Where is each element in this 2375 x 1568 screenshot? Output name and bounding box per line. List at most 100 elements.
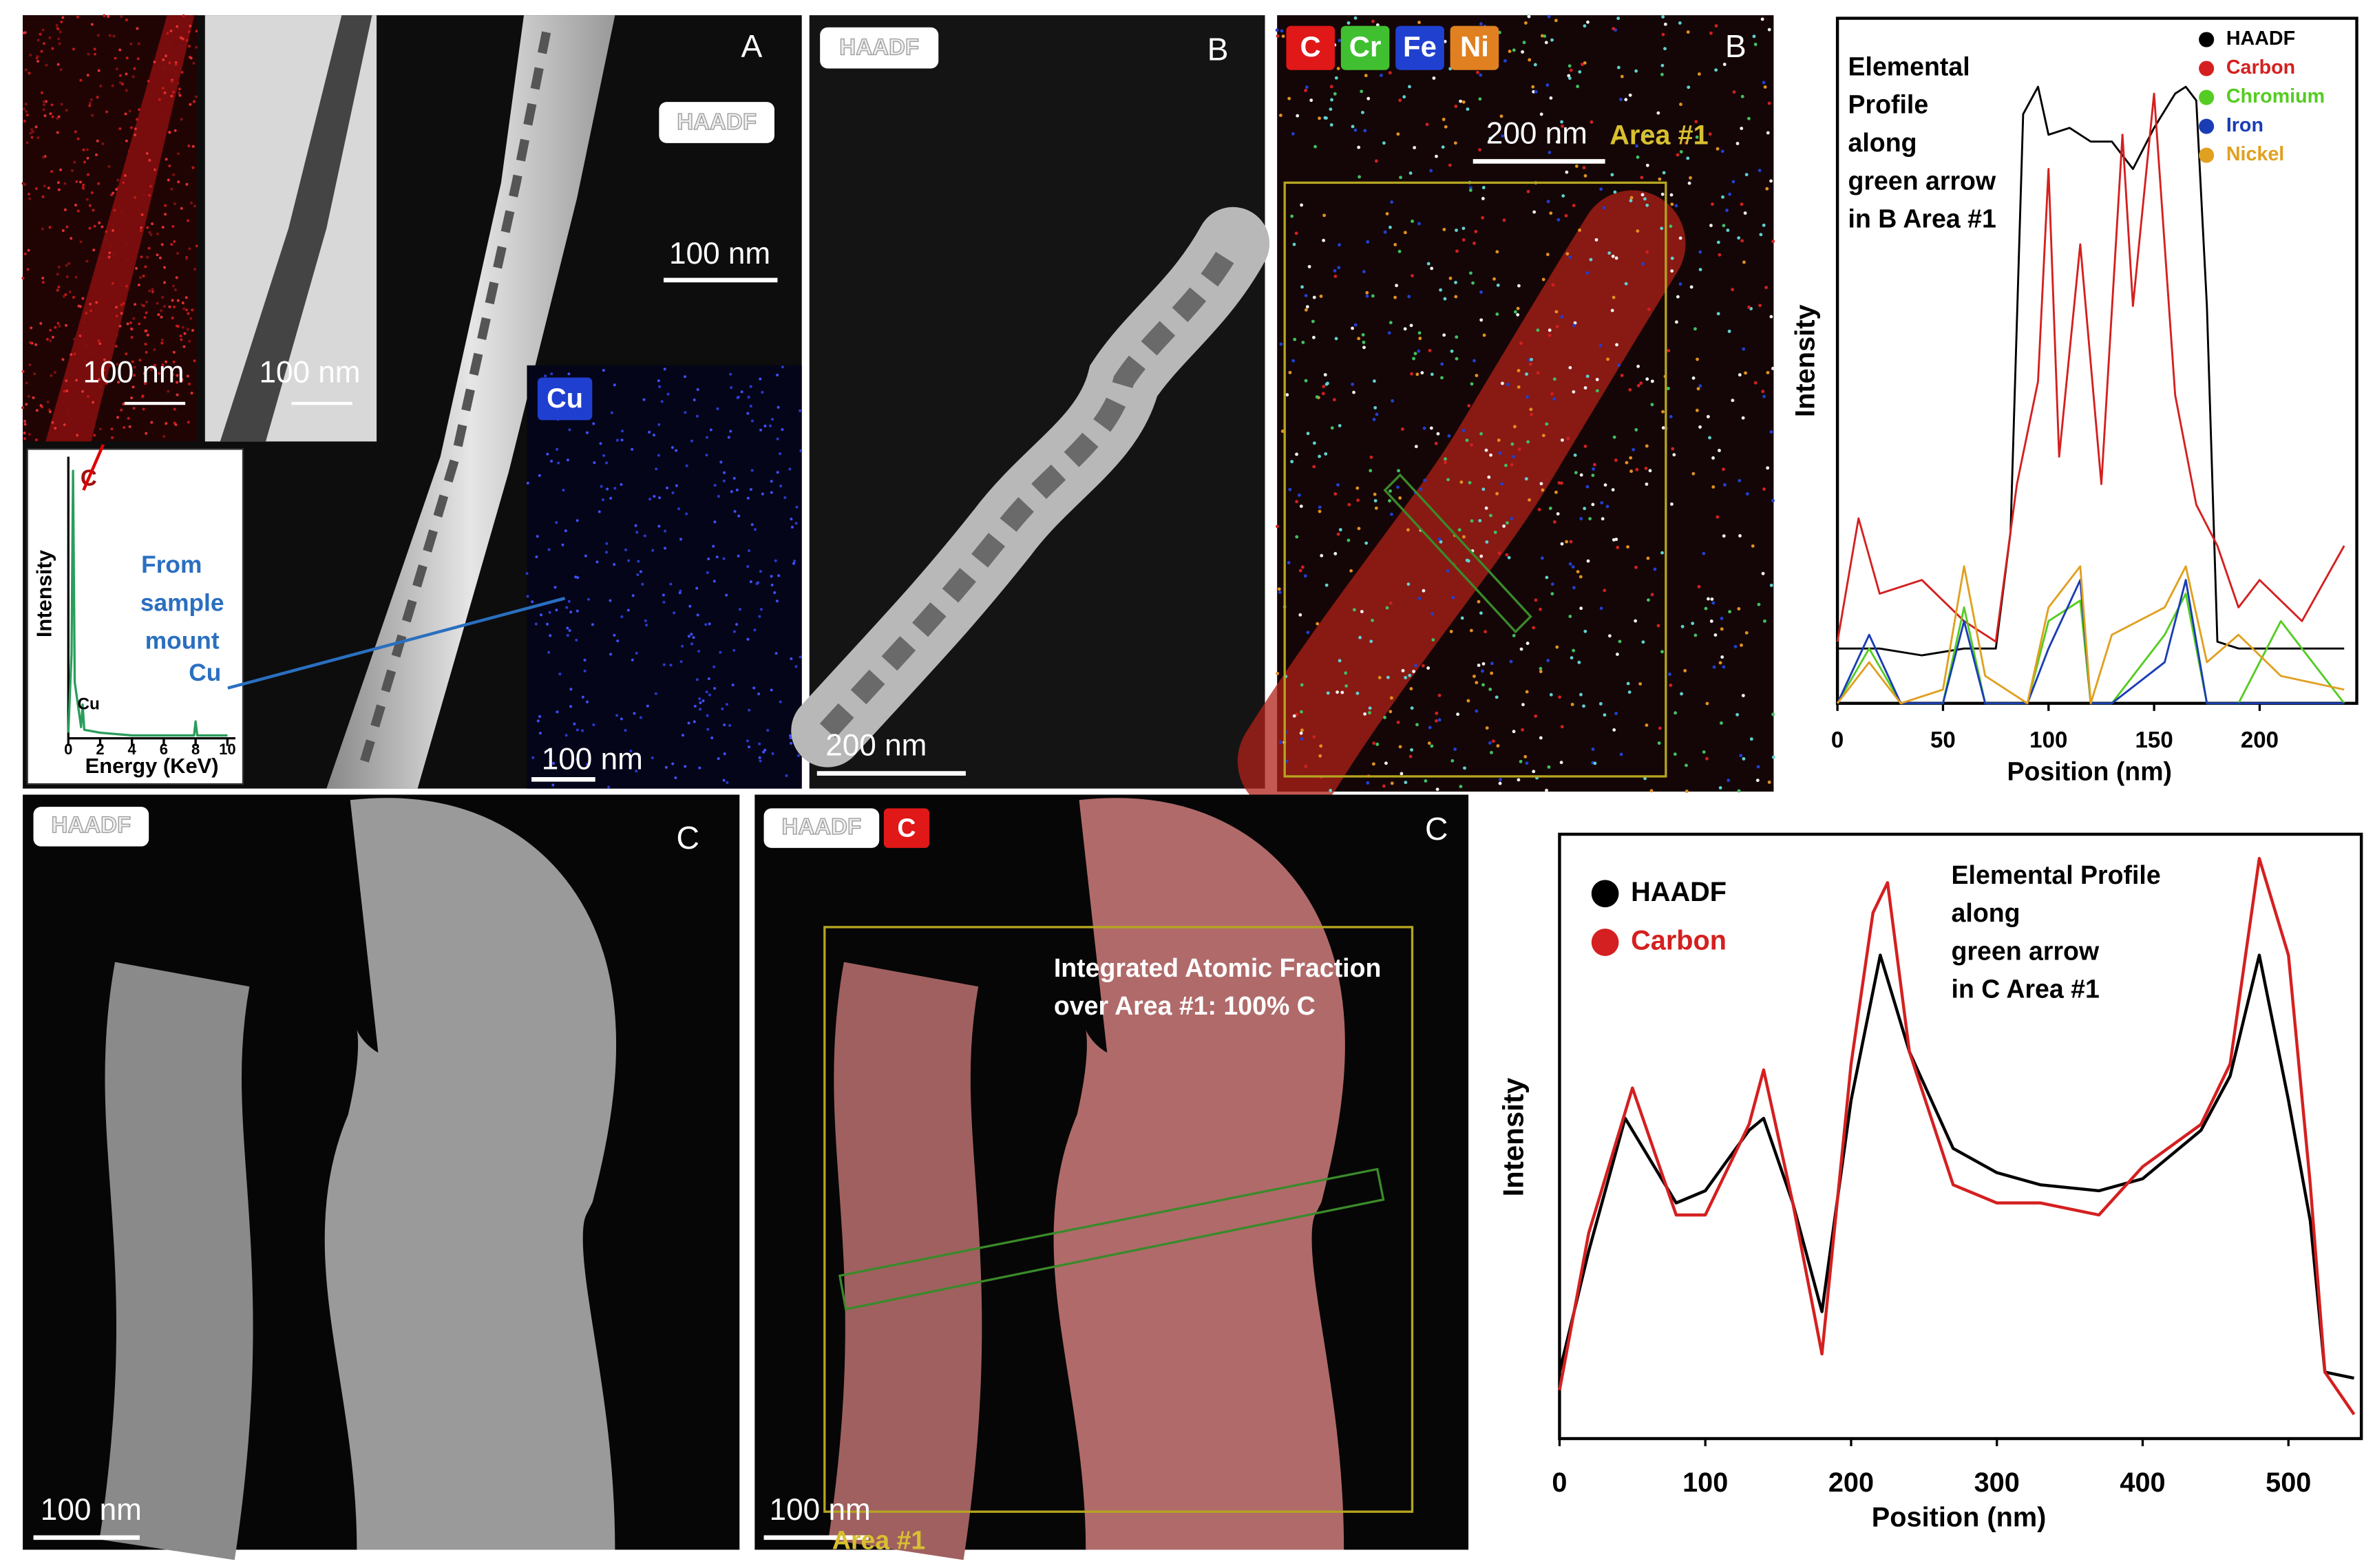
speckle xyxy=(770,688,773,692)
series-line xyxy=(1837,85,2345,657)
speckle xyxy=(1288,487,1292,491)
speckle xyxy=(1411,220,1415,223)
speckle xyxy=(635,651,638,655)
speckle xyxy=(1536,328,1540,332)
speckle xyxy=(1291,359,1296,363)
speckle xyxy=(1658,726,1662,730)
speckle xyxy=(1757,602,1761,606)
legend-label: HAADF xyxy=(2226,28,2295,50)
speckle xyxy=(1385,606,1389,610)
speckle xyxy=(1415,372,1419,377)
speckle xyxy=(1362,346,1366,350)
speckle xyxy=(1456,712,1460,717)
speckle xyxy=(1767,780,1771,784)
haadf-label: HAADF xyxy=(677,109,757,135)
speckle xyxy=(1352,390,1355,394)
speckle xyxy=(180,71,184,74)
speckle xyxy=(119,284,123,287)
speckle xyxy=(1418,337,1422,341)
speckle xyxy=(1437,537,1442,541)
speckle xyxy=(706,728,710,731)
x-tick-label: 6 xyxy=(160,741,168,758)
speckle xyxy=(662,600,666,604)
speckle xyxy=(1383,230,1387,234)
speckle xyxy=(143,372,147,375)
speckle xyxy=(629,750,633,753)
speckle xyxy=(655,467,658,471)
speckle xyxy=(1762,81,1766,85)
speckle xyxy=(1468,186,1472,190)
speckle xyxy=(122,402,125,405)
x-tick-label: 50 xyxy=(1930,728,1956,753)
speckle xyxy=(674,776,677,779)
speckle xyxy=(738,608,741,611)
speckle xyxy=(1695,408,1699,412)
speckle xyxy=(131,75,135,78)
speckle xyxy=(137,42,140,45)
speckle xyxy=(1577,660,1581,664)
speckle xyxy=(1322,238,1326,242)
speckle xyxy=(1374,506,1378,510)
speckle xyxy=(725,703,728,706)
speckle xyxy=(97,182,101,185)
speckle xyxy=(1333,492,1338,496)
speckle xyxy=(180,206,183,210)
speckle xyxy=(1629,199,1633,202)
speckle xyxy=(1358,635,1362,639)
speckle xyxy=(1702,750,1706,754)
speckle xyxy=(143,382,147,385)
speckle xyxy=(1307,264,1311,268)
speckle xyxy=(1460,616,1464,620)
speckle xyxy=(1475,374,1479,377)
speckle xyxy=(41,195,45,198)
speckle xyxy=(1691,376,1696,380)
speckle xyxy=(96,34,100,37)
speckle xyxy=(70,353,73,357)
speckle xyxy=(162,58,165,61)
nanotube xyxy=(99,962,253,1560)
speckle xyxy=(1496,744,1500,748)
haadf-tag xyxy=(763,808,880,848)
speckle xyxy=(1771,712,1775,717)
speckle xyxy=(28,363,32,367)
speckle xyxy=(733,510,737,513)
speckle xyxy=(1512,48,1516,52)
speckle xyxy=(1643,197,1647,201)
speckle xyxy=(1669,193,1674,197)
speckle xyxy=(1454,104,1458,108)
speckle xyxy=(186,328,189,331)
speckle xyxy=(1319,744,1323,748)
speckle xyxy=(1581,63,1584,67)
speckle xyxy=(1300,737,1304,741)
speckle xyxy=(1726,229,1730,232)
speckle xyxy=(1591,502,1595,507)
speckle xyxy=(1375,412,1379,416)
speckle xyxy=(1541,277,1545,282)
speckle xyxy=(133,67,136,70)
speckle xyxy=(536,719,540,723)
speckle xyxy=(113,209,116,212)
speckle xyxy=(1373,499,1378,502)
speckle xyxy=(1442,118,1446,121)
speckle xyxy=(161,87,165,90)
speckle xyxy=(179,36,182,39)
speckle xyxy=(1443,39,1447,43)
speckle xyxy=(1285,393,1289,396)
speckle xyxy=(139,229,142,233)
speckle xyxy=(561,543,564,547)
speckle xyxy=(49,328,52,332)
speckle xyxy=(613,487,617,490)
speckle xyxy=(1711,202,1714,206)
speckle xyxy=(1685,790,1689,793)
speckle xyxy=(1714,68,1718,72)
scale-label: 100 nm xyxy=(41,1493,142,1527)
speckle xyxy=(1532,210,1537,214)
speckle xyxy=(1281,34,1285,39)
speckle xyxy=(1556,512,1560,516)
speckle xyxy=(662,663,666,666)
speckle xyxy=(1705,756,1709,761)
speckle xyxy=(1455,357,1459,361)
speckle xyxy=(749,385,752,388)
speckle xyxy=(1507,555,1511,560)
speckle xyxy=(793,560,796,563)
